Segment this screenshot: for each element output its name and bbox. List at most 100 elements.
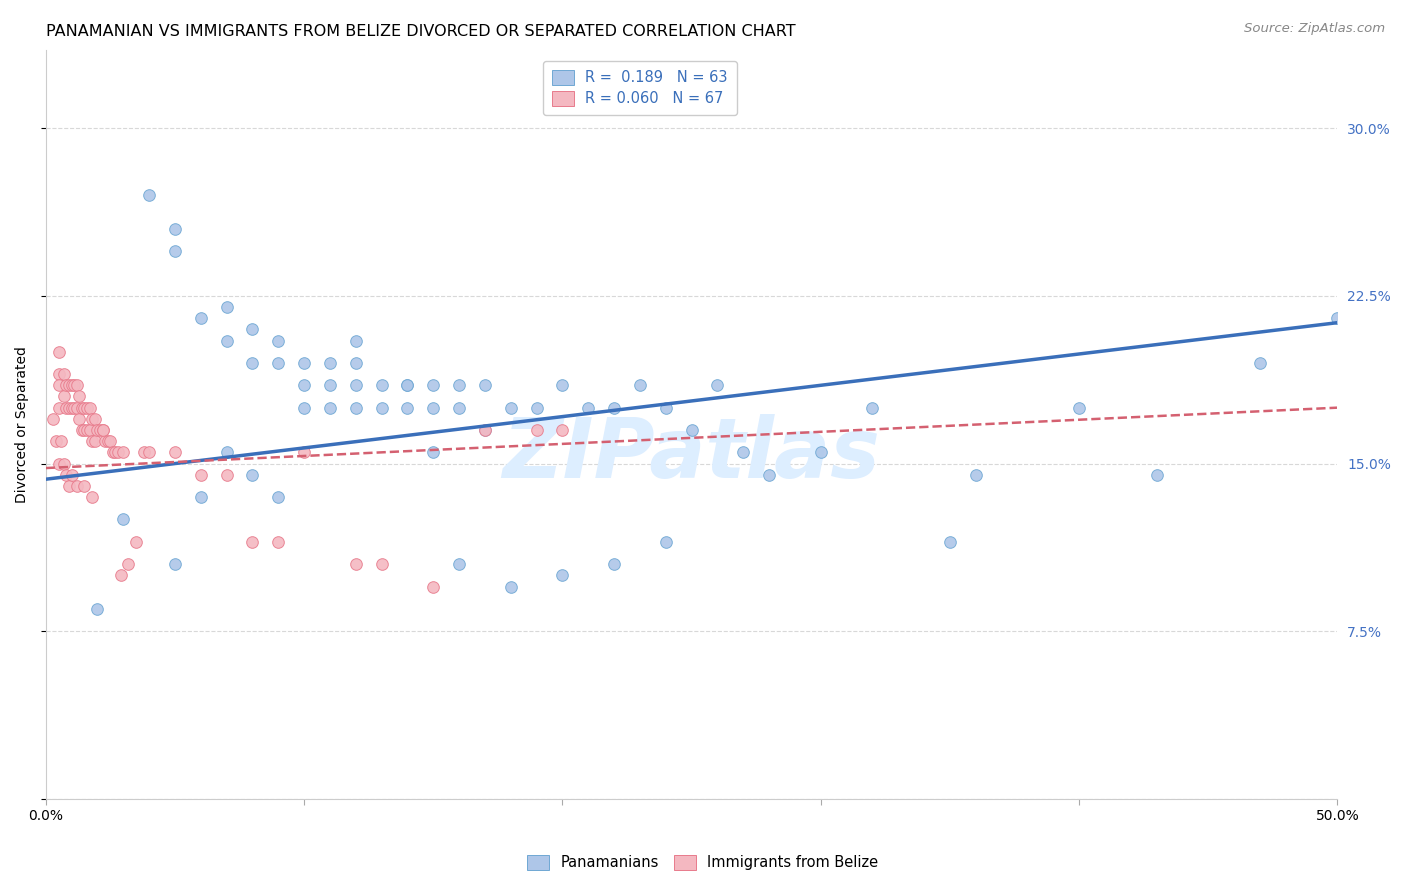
Point bbox=[51, 434, 73, 449]
Point bbox=[706, 378, 728, 392]
Point bbox=[396, 378, 419, 392]
Point bbox=[240, 534, 263, 549]
Point bbox=[422, 401, 444, 415]
Point bbox=[89, 423, 111, 437]
Point bbox=[163, 445, 186, 459]
Point bbox=[499, 580, 522, 594]
Point bbox=[125, 534, 148, 549]
Point bbox=[344, 356, 367, 370]
Point bbox=[319, 401, 342, 415]
Point bbox=[52, 389, 75, 403]
Point bbox=[66, 401, 89, 415]
Point bbox=[551, 568, 574, 582]
Point bbox=[42, 412, 65, 426]
Point bbox=[91, 423, 114, 437]
Point bbox=[654, 401, 676, 415]
Point bbox=[1326, 311, 1348, 326]
Point bbox=[58, 378, 80, 392]
Point bbox=[499, 401, 522, 415]
Point bbox=[48, 344, 70, 359]
Point bbox=[107, 445, 129, 459]
Point bbox=[628, 378, 651, 392]
Point bbox=[48, 367, 70, 381]
Point bbox=[474, 423, 496, 437]
Point bbox=[215, 467, 238, 482]
Point bbox=[240, 356, 263, 370]
Point bbox=[267, 490, 290, 504]
Point bbox=[104, 445, 127, 459]
Point bbox=[94, 434, 117, 449]
Point bbox=[63, 401, 86, 415]
Legend: R =  0.189   N = 63, R = 0.060   N = 67: R = 0.189 N = 63, R = 0.060 N = 67 bbox=[543, 61, 737, 115]
Point bbox=[70, 401, 93, 415]
Point bbox=[138, 445, 160, 459]
Point bbox=[79, 401, 101, 415]
Point bbox=[1067, 401, 1090, 415]
Point bbox=[526, 423, 548, 437]
Point bbox=[267, 356, 290, 370]
Point bbox=[112, 445, 135, 459]
Point bbox=[101, 445, 124, 459]
Point bbox=[240, 467, 263, 482]
Point bbox=[344, 334, 367, 348]
Point bbox=[110, 568, 132, 582]
Point bbox=[70, 423, 93, 437]
Point bbox=[82, 412, 104, 426]
Point bbox=[76, 423, 98, 437]
Point bbox=[422, 445, 444, 459]
Point bbox=[860, 401, 883, 415]
Point bbox=[474, 423, 496, 437]
Point bbox=[60, 467, 83, 482]
Point bbox=[344, 378, 367, 392]
Point bbox=[447, 401, 470, 415]
Point bbox=[370, 378, 392, 392]
Point bbox=[396, 378, 419, 392]
Point bbox=[45, 434, 67, 449]
Point bbox=[163, 221, 186, 235]
Point bbox=[190, 467, 212, 482]
Point bbox=[344, 401, 367, 415]
Point bbox=[215, 334, 238, 348]
Point bbox=[319, 378, 342, 392]
Point bbox=[551, 378, 574, 392]
Point bbox=[60, 378, 83, 392]
Point bbox=[396, 401, 419, 415]
Point bbox=[939, 534, 962, 549]
Point bbox=[55, 467, 77, 482]
Point bbox=[55, 378, 77, 392]
Point bbox=[91, 423, 114, 437]
Point bbox=[447, 558, 470, 572]
Point bbox=[60, 401, 83, 415]
Point bbox=[422, 378, 444, 392]
Point bbox=[83, 412, 105, 426]
Point bbox=[79, 423, 101, 437]
Point bbox=[73, 423, 96, 437]
Point bbox=[190, 311, 212, 326]
Point bbox=[551, 423, 574, 437]
Point bbox=[190, 490, 212, 504]
Point bbox=[1249, 356, 1271, 370]
Point bbox=[138, 188, 160, 202]
Point bbox=[240, 322, 263, 336]
Point bbox=[97, 434, 120, 449]
Point bbox=[215, 445, 238, 459]
Point bbox=[654, 534, 676, 549]
Point bbox=[52, 367, 75, 381]
Point bbox=[474, 378, 496, 392]
Point bbox=[132, 445, 155, 459]
Text: PANAMANIAN VS IMMIGRANTS FROM BELIZE DIVORCED OR SEPARATED CORRELATION CHART: PANAMANIAN VS IMMIGRANTS FROM BELIZE DIV… bbox=[45, 24, 796, 39]
Point bbox=[292, 445, 315, 459]
Point bbox=[733, 445, 755, 459]
Legend: Panamanians, Immigrants from Belize: Panamanians, Immigrants from Belize bbox=[522, 848, 884, 876]
Point bbox=[73, 479, 96, 493]
Point bbox=[319, 356, 342, 370]
Point bbox=[58, 479, 80, 493]
Point bbox=[292, 356, 315, 370]
Point bbox=[965, 467, 987, 482]
Point bbox=[67, 389, 90, 403]
Point bbox=[292, 401, 315, 415]
Point bbox=[447, 378, 470, 392]
Point bbox=[576, 401, 599, 415]
Point bbox=[163, 558, 186, 572]
Point bbox=[112, 512, 135, 526]
